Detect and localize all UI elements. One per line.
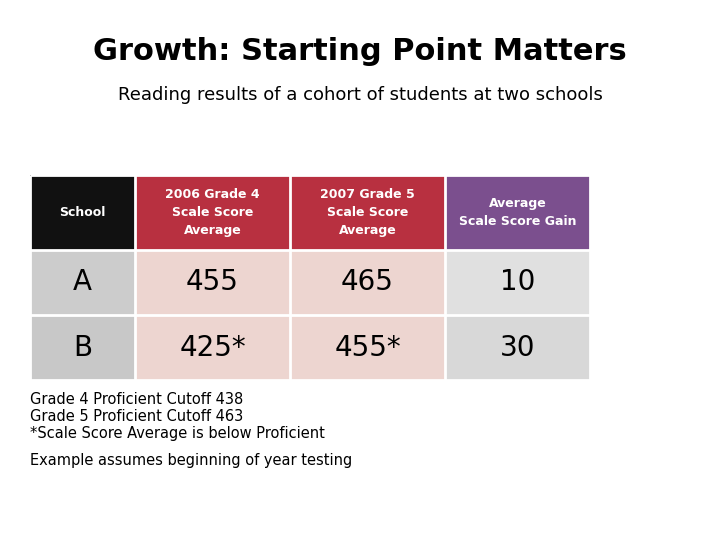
Bar [135,175,290,250]
Text: Growth: Starting Point Matters: Growth: Starting Point Matters [93,37,627,66]
Bar [30,175,135,250]
Text: Grade 5 Proficient Cutoff 463: Grade 5 Proficient Cutoff 463 [30,409,243,424]
Text: Example assumes beginning of year testing: Example assumes beginning of year testin… [30,453,352,468]
Bar [445,250,590,315]
Bar [30,315,135,380]
Bar [135,250,290,315]
Text: 2006 Grade 4
Scale Score
Average: 2006 Grade 4 Scale Score Average [165,188,260,237]
Text: School: School [59,206,106,219]
Text: 30: 30 [500,334,535,361]
Bar [30,250,135,315]
Text: 10: 10 [500,268,535,296]
Bar [290,175,445,250]
Text: Grade 4 Proficient Cutoff 438: Grade 4 Proficient Cutoff 438 [30,392,243,407]
Text: A: A [73,268,92,296]
Text: B: B [73,334,92,361]
Text: 465: 465 [341,268,394,296]
Bar [445,315,590,380]
Bar [290,315,445,380]
Text: *Scale Score Average is below Proficient: *Scale Score Average is below Proficient [30,426,325,441]
Text: 425*: 425* [179,334,246,361]
Text: 2007 Grade 5
Scale Score
Average: 2007 Grade 5 Scale Score Average [320,188,415,237]
Text: 455*: 455* [334,334,401,361]
Text: Reading results of a cohort of students at two schools: Reading results of a cohort of students … [117,86,603,104]
Text: 455: 455 [186,268,239,296]
Bar [290,250,445,315]
Bar [135,315,290,380]
Bar [445,175,590,250]
Text: Average
Scale Score Gain: Average Scale Score Gain [459,197,576,228]
